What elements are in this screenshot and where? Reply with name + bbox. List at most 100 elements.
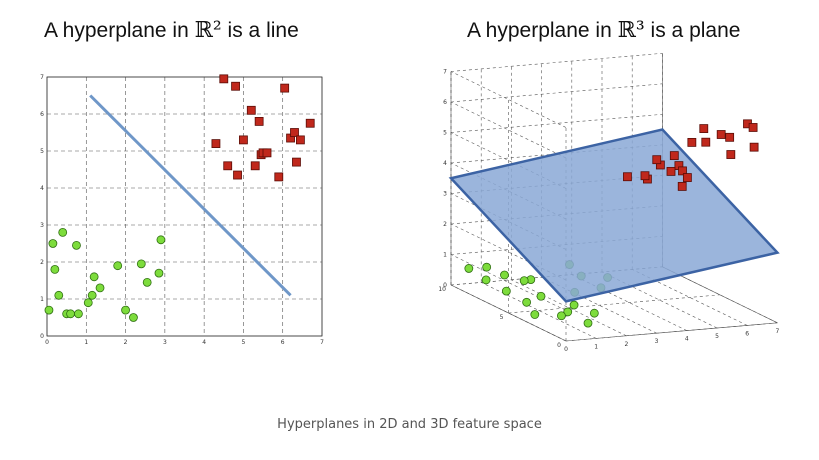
x-tick-label: 1	[84, 339, 88, 346]
point-class-b	[677, 182, 687, 191]
chart-title-2d: A hyperplane in ℝ² is a line	[44, 18, 299, 43]
point-class-b	[262, 148, 272, 158]
point-class-a	[522, 297, 532, 307]
point-class-a	[121, 305, 130, 315]
chart-title-3d: A hyperplane in ℝ³ is a plane	[467, 18, 741, 43]
y-tick-label: 1	[40, 296, 44, 303]
point-class-b	[211, 139, 221, 149]
point-class-a	[583, 318, 593, 328]
point-class-a	[536, 291, 546, 301]
y-tick-label: 0	[40, 333, 44, 340]
point-class-a	[58, 227, 68, 237]
point-class-b	[239, 135, 248, 145]
z-tick-label: 2	[443, 221, 447, 228]
point-class-b	[290, 128, 299, 137]
y-tick-label: 5	[40, 148, 44, 155]
point-class-b	[652, 155, 662, 165]
x-tick-label: 2	[624, 341, 628, 348]
point-class-b	[748, 123, 758, 132]
point-class-b	[219, 74, 229, 84]
point-class-a	[589, 308, 599, 318]
x-tick-label: 6	[745, 330, 749, 337]
point-class-b	[687, 137, 697, 147]
point-class-a	[482, 262, 492, 272]
point-class-a	[89, 272, 99, 282]
figure-caption: Hyperplanes in 2D and 3D feature space	[277, 417, 542, 432]
z-tick-label: 1	[443, 252, 447, 259]
x-tick-label: 5	[715, 333, 719, 340]
grid-line-back	[450, 83, 663, 103]
point-class-a	[48, 239, 58, 248]
point-class-a	[50, 264, 60, 274]
y-tick-label: 6	[40, 111, 44, 118]
x-tick-label: 2	[124, 339, 128, 346]
point-class-a	[501, 286, 511, 296]
point-class-b	[254, 117, 264, 126]
y-axis	[450, 284, 567, 342]
y-tick-label: 3	[40, 222, 44, 229]
point-class-b	[623, 172, 632, 182]
y-tick-label: 7	[40, 74, 44, 81]
point-class-a	[142, 277, 152, 287]
point-class-a	[83, 298, 93, 308]
point-class-a	[129, 313, 138, 322]
z-tick-label: 3	[443, 191, 447, 198]
y-tick-label: 4	[40, 185, 44, 192]
z-tick-label: 4	[443, 160, 447, 167]
point-class-b	[682, 173, 692, 182]
point-class-b	[231, 81, 240, 91]
point-class-b	[640, 171, 650, 181]
point-class-a	[95, 283, 105, 293]
grid-line-back	[450, 114, 663, 133]
grid-line-floor	[508, 294, 720, 314]
point-class-a	[481, 275, 491, 285]
y-tick-label: 10	[438, 286, 446, 293]
x-tick-label: 7	[775, 328, 779, 335]
separating-plane	[448, 128, 780, 303]
point-class-b	[280, 83, 290, 93]
point-class-a	[569, 300, 579, 310]
z-tick-label: 0	[443, 282, 447, 289]
x-tick-label: 0	[45, 339, 49, 346]
z-tick-label: 7	[443, 69, 447, 76]
point-class-b	[233, 170, 242, 180]
x-tick-label: 6	[281, 339, 285, 346]
x-axis	[565, 322, 778, 342]
x-tick-label: 0	[564, 346, 568, 353]
point-class-b	[749, 142, 759, 152]
y-tick-label: 0	[557, 342, 561, 349]
point-class-a	[113, 261, 123, 271]
point-class-b	[699, 124, 709, 133]
x-tick-label: 1	[594, 343, 598, 350]
point-class-b	[305, 118, 315, 128]
point-class-a	[54, 290, 64, 300]
point-class-a	[519, 276, 529, 286]
point-class-a	[557, 311, 566, 321]
point-class-b	[726, 150, 736, 159]
point-class-b	[223, 161, 233, 171]
point-class-b	[725, 132, 735, 142]
grid-line-back	[450, 53, 663, 72]
point-class-b	[701, 137, 711, 147]
x-tick-label: 7	[320, 339, 324, 346]
y-tick-label: 2	[40, 259, 44, 266]
point-class-a	[136, 259, 146, 269]
point-class-a	[154, 268, 164, 278]
point-class-a	[464, 264, 474, 273]
point-class-a	[563, 307, 573, 317]
point-class-b	[666, 166, 676, 176]
x-tick-label: 3	[655, 338, 659, 345]
x-tick-label: 4	[685, 336, 689, 343]
plot-frame	[46, 76, 323, 337]
x-tick-label: 4	[202, 339, 206, 346]
point-class-b	[274, 172, 284, 182]
z-tick-label: 6	[443, 99, 447, 106]
x-tick-label: 5	[242, 339, 246, 346]
point-class-a	[500, 270, 509, 280]
point-class-b	[678, 166, 687, 176]
separating-line	[89, 94, 292, 297]
point-class-b	[246, 105, 256, 115]
floor-edge	[662, 266, 778, 324]
